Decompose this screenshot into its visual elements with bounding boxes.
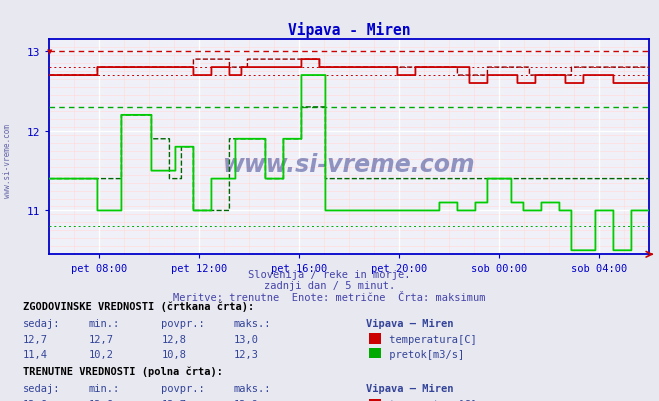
Text: zadnji dan / 5 minut.: zadnji dan / 5 minut. [264, 281, 395, 291]
Text: 12,8: 12,8 [161, 334, 186, 344]
Text: sedaj:: sedaj: [23, 383, 61, 393]
Text: 12,7: 12,7 [89, 334, 114, 344]
Text: www.si-vreme.com: www.si-vreme.com [3, 124, 13, 197]
Text: Slovenija / reke in morje.: Slovenija / reke in morje. [248, 269, 411, 279]
Text: maks.:: maks.: [234, 383, 272, 393]
Text: Vipava – Miren: Vipava – Miren [366, 318, 453, 328]
Text: 10,8: 10,8 [161, 349, 186, 359]
Text: 12,7: 12,7 [161, 399, 186, 401]
Text: temperatura[C]: temperatura[C] [383, 399, 476, 401]
Text: ▼: ▼ [47, 49, 52, 55]
Text: pretok[m3/s]: pretok[m3/s] [383, 349, 464, 359]
Title: Vipava - Miren: Vipava - Miren [288, 22, 411, 38]
Text: povpr.:: povpr.: [161, 383, 205, 393]
Text: 12,6: 12,6 [89, 399, 114, 401]
Text: TRENUTNE VREDNOSTI (polna črta):: TRENUTNE VREDNOSTI (polna črta): [23, 366, 223, 377]
Text: 13,0: 13,0 [234, 334, 259, 344]
Text: min.:: min.: [89, 318, 120, 328]
Text: www.si-vreme.com: www.si-vreme.com [223, 152, 476, 176]
Text: 12,3: 12,3 [234, 349, 259, 359]
Text: sedaj:: sedaj: [23, 318, 61, 328]
Text: min.:: min.: [89, 383, 120, 393]
Text: ZGODOVINSKE VREDNOSTI (črtkana črta):: ZGODOVINSKE VREDNOSTI (črtkana črta): [23, 301, 254, 312]
Text: Meritve: trenutne  Enote: metrične  Črta: maksimum: Meritve: trenutne Enote: metrične Črta: … [173, 292, 486, 302]
Text: povpr.:: povpr.: [161, 318, 205, 328]
Text: 12,9: 12,9 [234, 399, 259, 401]
Text: 10,2: 10,2 [89, 349, 114, 359]
Text: 12,6: 12,6 [23, 399, 48, 401]
Text: 12,7: 12,7 [23, 334, 48, 344]
Text: maks.:: maks.: [234, 318, 272, 328]
Text: 11,4: 11,4 [23, 349, 48, 359]
Text: temperatura[C]: temperatura[C] [383, 334, 476, 344]
Text: Vipava – Miren: Vipava – Miren [366, 383, 453, 393]
